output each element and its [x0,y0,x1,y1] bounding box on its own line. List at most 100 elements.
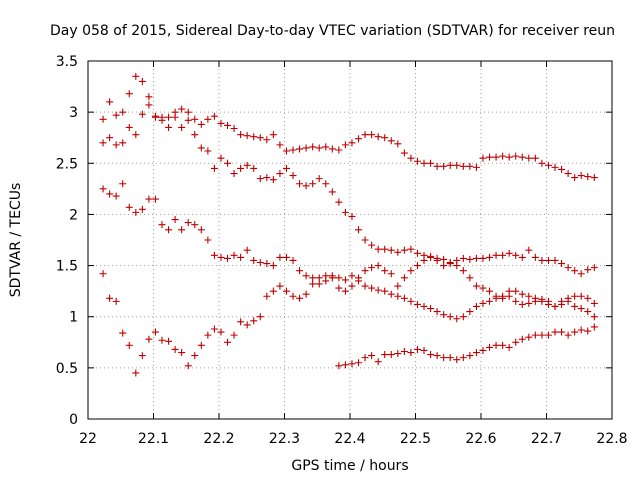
data-point [282,287,290,295]
data-point [459,267,467,275]
data-point [328,145,336,153]
data-point [178,226,186,234]
data-point [341,141,349,149]
data-point [256,259,264,267]
data-point [571,267,579,275]
data-point [577,172,585,180]
data-point [479,254,487,262]
y-tick-label: 0 [69,412,78,428]
data-point [230,331,238,339]
data-point [289,256,297,264]
data-point [230,170,238,178]
data-point [309,143,317,151]
data-point [538,297,546,305]
data-point [531,253,539,261]
y-tick-label: 2.5 [56,156,78,172]
data-point [499,292,507,300]
data-point [518,335,526,343]
data-point [525,299,533,307]
data-point [584,327,592,335]
series-s3 [99,180,598,323]
y-tick-label: 1.5 [56,259,78,275]
data-point [361,131,369,139]
data-point [440,262,448,270]
data-point [499,251,507,259]
data-point [106,294,114,302]
data-point [210,325,218,333]
data-point [479,284,487,292]
data-point [269,262,277,270]
data-point [413,300,421,308]
data-point [387,351,395,359]
data-point [446,161,454,169]
data-point [387,137,395,145]
data-point [479,299,487,307]
data-point [538,256,546,264]
data-point [387,290,395,298]
data-point [289,172,297,180]
data-point [499,341,507,349]
data-point [355,274,363,282]
data-point [99,139,107,147]
data-point [322,180,330,188]
data-point [178,105,186,113]
data-point [276,141,284,149]
data-point [171,216,179,224]
data-point [492,341,500,349]
data-point [571,328,579,336]
data-point [505,343,513,351]
data-point [302,290,310,298]
data-point [250,317,258,325]
data-point [250,133,258,141]
data-point [335,284,343,292]
data-point [178,349,186,357]
data-point [158,113,166,121]
data-point [400,294,408,302]
data-point [296,267,304,275]
data-point [171,108,179,116]
data-point [263,136,271,144]
x-tick-label: 22.7 [531,431,562,447]
data-point [492,251,500,259]
data-point [224,338,232,346]
data-point [230,125,238,133]
data-point [394,248,402,256]
data-point [505,249,513,257]
data-point [374,133,382,141]
data-point [381,287,389,295]
data-point [407,297,415,305]
data-point [165,226,173,234]
data-point [243,161,251,169]
data-point [125,123,133,131]
data-point [341,287,349,295]
data-point [145,93,153,101]
data-point [381,267,389,275]
data-point [505,153,513,161]
data-point [263,174,271,182]
x-tick-label: 22.5 [400,431,431,447]
data-point [256,175,264,183]
data-point [472,163,480,171]
data-point [368,284,376,292]
x-tick-label: 22.4 [334,431,365,447]
data-point [453,356,461,364]
x-tick-label: 22 [79,431,97,447]
data-point [230,251,238,259]
chart-title: Day 058 of 2015, Sidereal Day-to-day VTE… [50,23,615,39]
data-point [512,338,520,346]
data-point [204,115,212,123]
data-point [178,123,186,131]
data-point [427,305,435,313]
data-point [590,323,598,331]
data-point [486,297,494,305]
data-point [466,352,474,360]
data-point [499,152,507,160]
data-point [322,143,330,151]
data-point [459,254,467,262]
data-point [348,360,356,368]
data-point [453,161,461,169]
data-point [400,274,408,282]
data-point [296,180,304,188]
data-point [368,241,376,249]
